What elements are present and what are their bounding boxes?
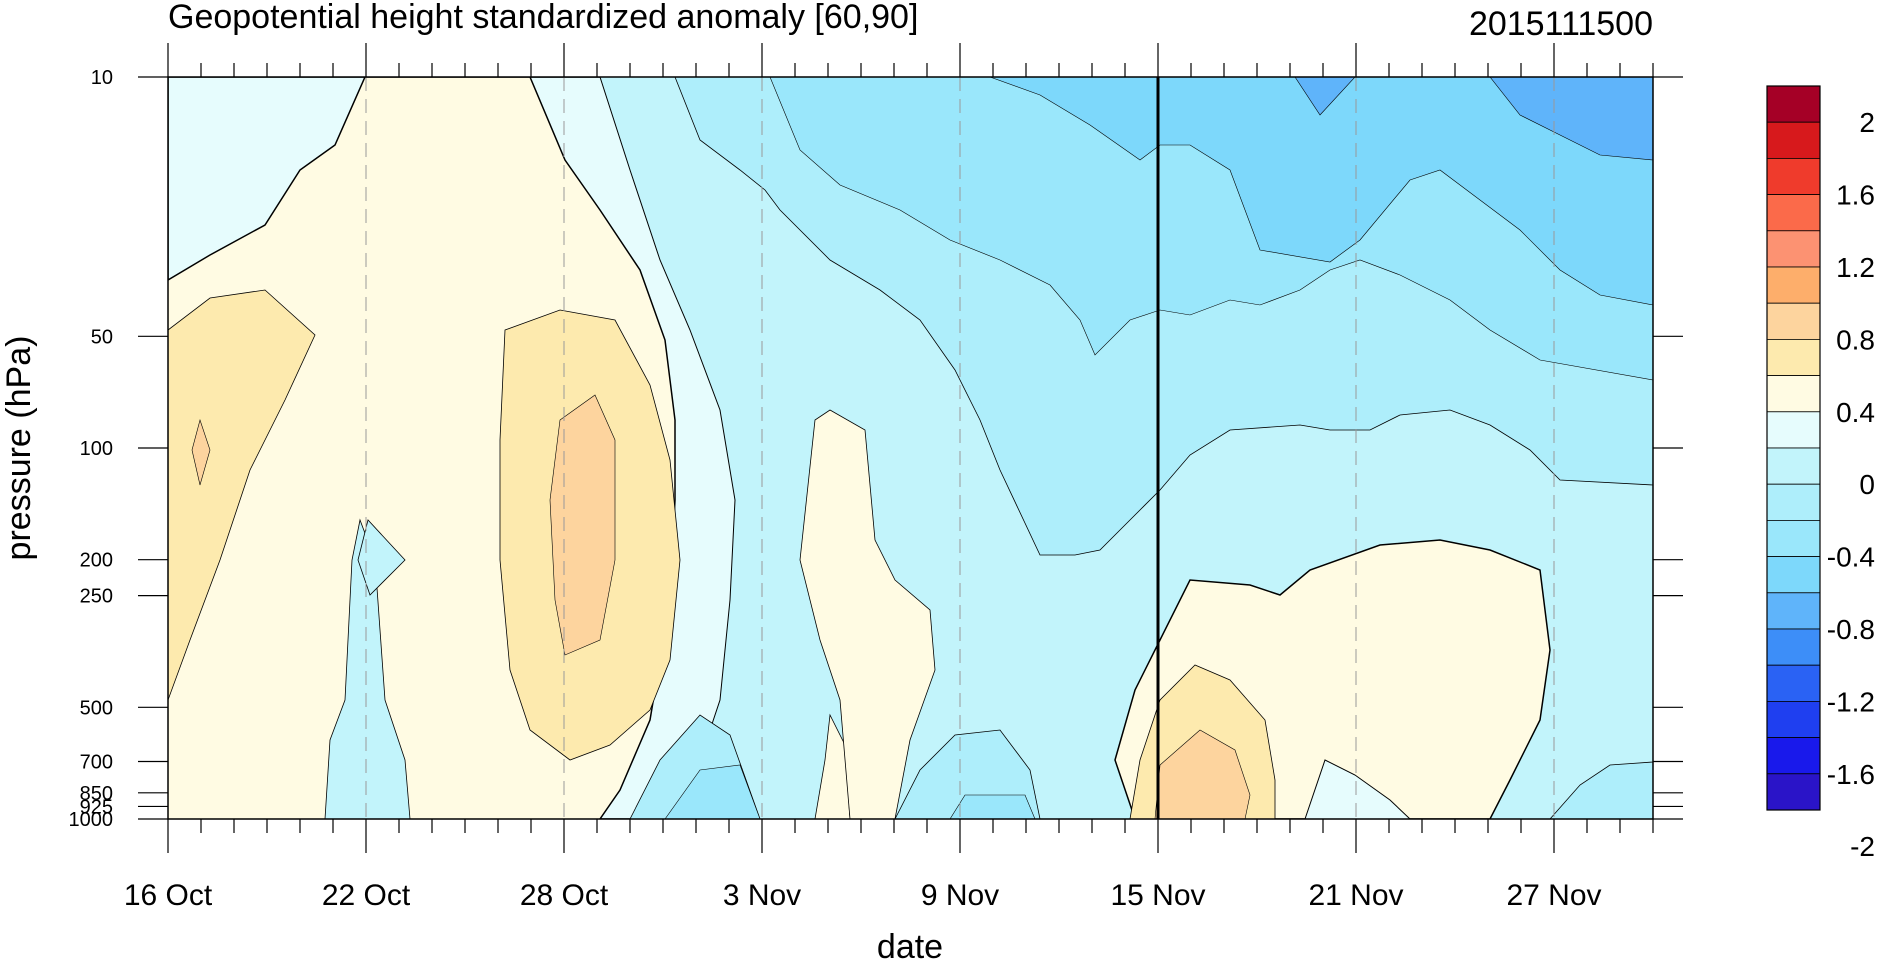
plot-area bbox=[168, 77, 1653, 819]
colorbar-label: -1.2 bbox=[1827, 686, 1875, 717]
x-tick-label: 9 Nov bbox=[921, 879, 999, 912]
x-tick-label: 3 Nov bbox=[723, 879, 801, 912]
colorbar-label: -1.6 bbox=[1827, 759, 1875, 790]
colorbar: 2 1.6 1.2 0.8 0.4 0 -0.4 -0.8 -1.2 -1.6 -2 bbox=[1766, 85, 1875, 862]
y-tick-label: 100 bbox=[80, 438, 113, 460]
chart-title: Geopotential height standardized anomaly… bbox=[168, 0, 918, 36]
contour-fill-pos-0.2-c bbox=[814, 713, 851, 819]
x-tick-label: 15 Nov bbox=[1110, 879, 1205, 912]
x-axis-label: date bbox=[877, 928, 943, 963]
y-tick-label: 500 bbox=[80, 697, 113, 719]
colorbar-swatch bbox=[1766, 411, 1821, 449]
colorbar-label: 2 bbox=[1859, 107, 1875, 138]
colorbar-label: -0.4 bbox=[1827, 542, 1875, 573]
colorbar-swatch bbox=[1766, 85, 1821, 123]
contour-fill-pos-0.4-a bbox=[191, 418, 211, 486]
contour-fill-low-neg-2 bbox=[664, 764, 761, 819]
colorbar-label: -2 bbox=[1850, 831, 1875, 862]
x-tick-label: 28 Oct bbox=[520, 879, 609, 912]
colorbar-frame bbox=[1766, 85, 1821, 811]
contour-fill-neg-1.0 bbox=[989, 77, 1653, 306]
colorbar-swatch bbox=[1766, 664, 1821, 702]
x-gridlines bbox=[365, 77, 1555, 819]
colorbar-swatch bbox=[1766, 338, 1821, 376]
colorbar-swatch bbox=[1766, 194, 1821, 232]
contour-fill-low-e bbox=[1304, 759, 1411, 819]
contour-fill-pos-0.2-a bbox=[168, 289, 316, 701]
y-tick-label: 925 bbox=[80, 796, 113, 818]
y-tick-label: 1000 bbox=[69, 809, 114, 831]
y-tick-label: 10 bbox=[91, 67, 113, 89]
y-axis-label: pressure (hPa) bbox=[0, 336, 38, 561]
colorbar-swatch bbox=[1766, 230, 1821, 268]
contour-fill-neg-1.2 bbox=[1294, 77, 1653, 161]
colorbar-swatch bbox=[1766, 520, 1821, 558]
colorbar-swatch bbox=[1766, 556, 1821, 594]
colorbar-label: 0.8 bbox=[1836, 324, 1875, 355]
contour-fill-pos-0.4-e bbox=[1154, 729, 1251, 819]
x-tick-label: 21 Nov bbox=[1308, 879, 1403, 912]
x-tick-label: 27 Nov bbox=[1506, 879, 1601, 912]
contour-fill-low-neg-4 bbox=[949, 794, 1036, 819]
y-tick-label: 50 bbox=[91, 326, 113, 348]
colorbar-label: 1.6 bbox=[1836, 180, 1875, 211]
date-stamp: 2015111500 bbox=[1469, 5, 1653, 43]
colorbar-swatch bbox=[1766, 375, 1821, 413]
colorbar-swatch bbox=[1766, 773, 1821, 811]
colorbar-swatch bbox=[1766, 483, 1821, 521]
colorbar-swatch bbox=[1766, 701, 1821, 739]
colorbar-swatch bbox=[1766, 592, 1821, 630]
contour-fill-low-neg-5 bbox=[1549, 761, 1653, 819]
colorbar-swatch bbox=[1766, 121, 1821, 159]
contour-fill-pos-0.4-b bbox=[549, 394, 616, 656]
y-tick-label: 700 bbox=[80, 752, 113, 774]
y-tick-label: 250 bbox=[80, 586, 113, 608]
colorbar-swatch bbox=[1766, 266, 1821, 304]
colorbar-swatch bbox=[1766, 302, 1821, 340]
x-axis: 16 Oct 22 Oct 28 Oct 3 Nov 9 Nov 15 Nov 21 Nov… bbox=[124, 43, 1654, 912]
contour-fill-pos-0.2-d bbox=[799, 409, 936, 819]
x-tick-label: 22 Oct bbox=[322, 879, 411, 912]
y-tick-label: 850 bbox=[80, 783, 113, 805]
colorbar-label: 0 bbox=[1859, 469, 1875, 500]
colorbar-label: 1.2 bbox=[1836, 252, 1875, 283]
colorbar-swatch bbox=[1766, 628, 1821, 666]
y-tick-label: 200 bbox=[80, 550, 113, 572]
colorbar-swatch bbox=[1766, 737, 1821, 775]
colorbar-label: 0.4 bbox=[1836, 397, 1875, 428]
colorbar-swatch bbox=[1766, 157, 1821, 195]
colorbar-label: -0.8 bbox=[1827, 614, 1875, 645]
colorbar-swatch bbox=[1766, 447, 1821, 485]
x-tick-label: 16 Oct bbox=[124, 879, 213, 912]
